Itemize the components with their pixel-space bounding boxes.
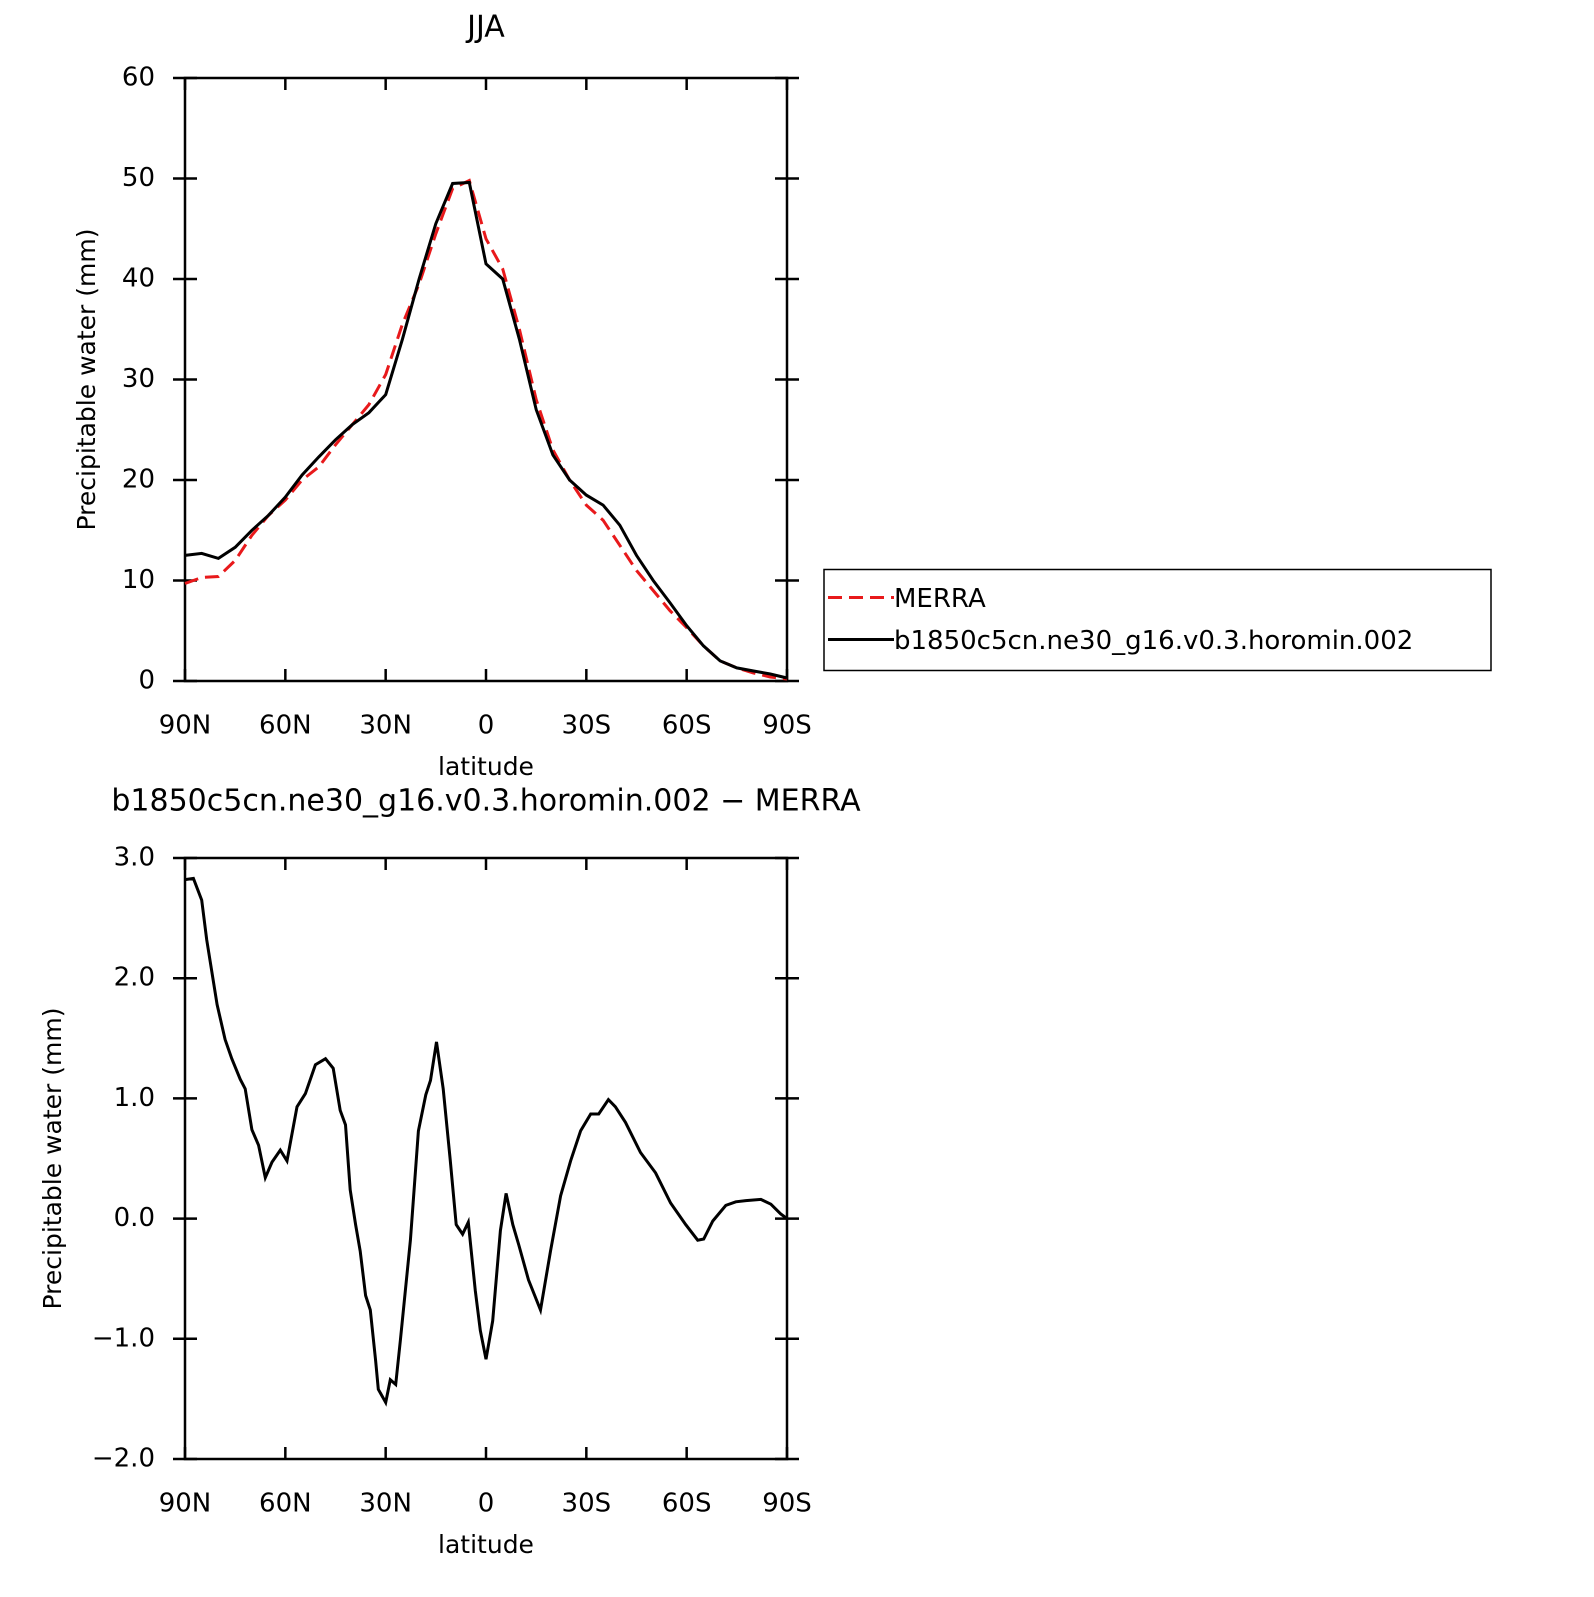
y-tick-label: 50	[122, 163, 155, 193]
y-tick-label: 30	[122, 364, 155, 394]
x-tick-label: 30N	[359, 1489, 412, 1519]
data-line	[184, 178, 788, 681]
y-tick-label: 0.0	[114, 1203, 155, 1233]
x-tick-label: 60N	[259, 711, 312, 741]
x-tick-label: 60S	[662, 711, 712, 741]
y-tick-label: 10	[122, 565, 155, 595]
x-tick-label: 60S	[662, 1489, 712, 1519]
x-tick-label: 0	[478, 711, 495, 741]
x-tick-label: 90S	[762, 711, 812, 741]
chart-title: JJA	[465, 10, 505, 45]
plot-frame	[183, 76, 789, 683]
y-axis-label: Precipitable water (mm)	[72, 229, 101, 531]
data-line	[184, 180, 788, 680]
legend: MERRA b1850c5cn.ne30_g16.v0.3.horomin.002	[823, 568, 1492, 672]
y-tick-label: −1.0	[92, 1323, 155, 1353]
legend-label: MERRA	[894, 584, 986, 614]
y-tick-label: 0	[138, 666, 155, 696]
x-tick-label: 90N	[159, 711, 212, 741]
y-tick-label: 40	[122, 264, 155, 294]
x-tick-label: 30S	[562, 1489, 612, 1519]
chart-title: b1850c5cn.ne30_g16.v0.3.horomin.002 − ME…	[111, 784, 861, 819]
y-tick-label: −2.0	[92, 1444, 155, 1474]
legend-label: b1850c5cn.ne30_g16.v0.3.horomin.002	[894, 626, 1413, 656]
legend-frame	[823, 568, 1492, 672]
x-tick-label: 30S	[562, 711, 612, 741]
x-tick-label: 30N	[359, 711, 412, 741]
data-line	[184, 876, 788, 1407]
x-tick-label: 60N	[259, 1489, 312, 1519]
y-tick-label: 3.0	[114, 843, 155, 873]
y-tick-label: 20	[122, 465, 155, 495]
y-tick-label: 60	[122, 63, 155, 93]
x-axis-label: latitude	[438, 1530, 534, 1559]
y-tick-label: 1.0	[114, 1083, 155, 1113]
y-tick-label: 2.0	[114, 963, 155, 993]
x-axis-label: latitude	[438, 752, 534, 781]
x-tick-label: 90N	[159, 1489, 212, 1519]
y-axis-label: Precipitable water (mm)	[38, 1008, 67, 1310]
x-tick-label: 0	[478, 1489, 495, 1519]
x-tick-label: 90S	[762, 1489, 812, 1519]
